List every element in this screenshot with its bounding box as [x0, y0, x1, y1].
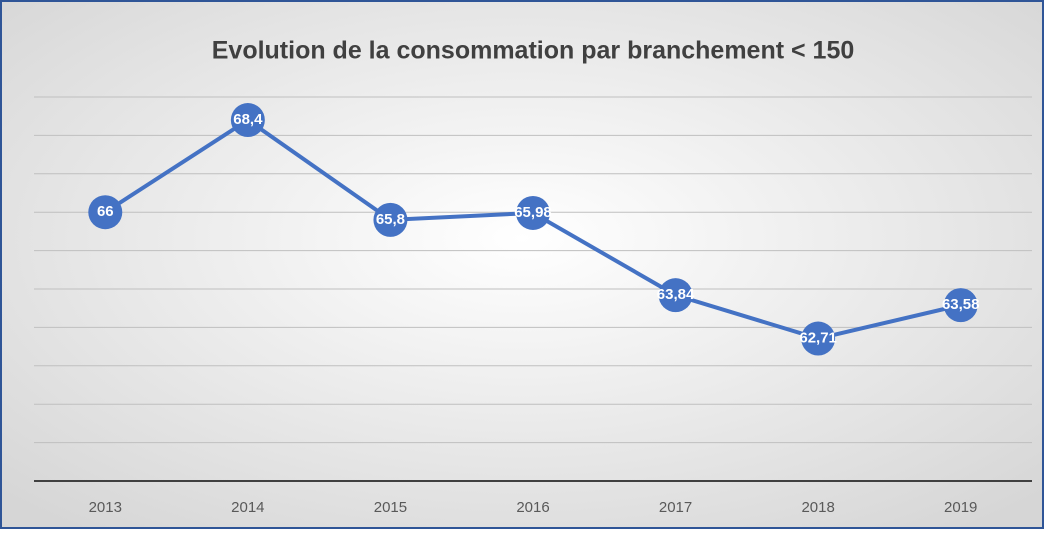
- data-label: 63,84: [657, 286, 695, 303]
- x-tick-label: 2013: [89, 499, 122, 516]
- x-tick-label: 2018: [801, 499, 834, 516]
- x-tick-label: 2016: [516, 499, 549, 516]
- marker: [516, 195, 550, 230]
- data-label: 68,4: [233, 111, 263, 128]
- data-label: 63,58: [942, 296, 980, 313]
- x-tick-label: 2019: [944, 499, 977, 516]
- marker: [943, 288, 978, 323]
- x-tick-label: 2017: [659, 499, 692, 516]
- marker: [658, 278, 693, 313]
- data-label: 62,71: [799, 330, 837, 347]
- data-label: 65,98: [514, 204, 552, 221]
- data-label: 65,8: [376, 211, 405, 228]
- data-label: 66: [97, 203, 114, 220]
- chart-title: Evolution de la consommation par branche…: [212, 37, 855, 65]
- marker: [373, 202, 408, 237]
- x-tick-label: 2014: [231, 499, 264, 516]
- marker: [88, 195, 123, 230]
- marker: [230, 103, 265, 138]
- x-tick-label: 2015: [374, 499, 407, 516]
- marker: [801, 321, 836, 356]
